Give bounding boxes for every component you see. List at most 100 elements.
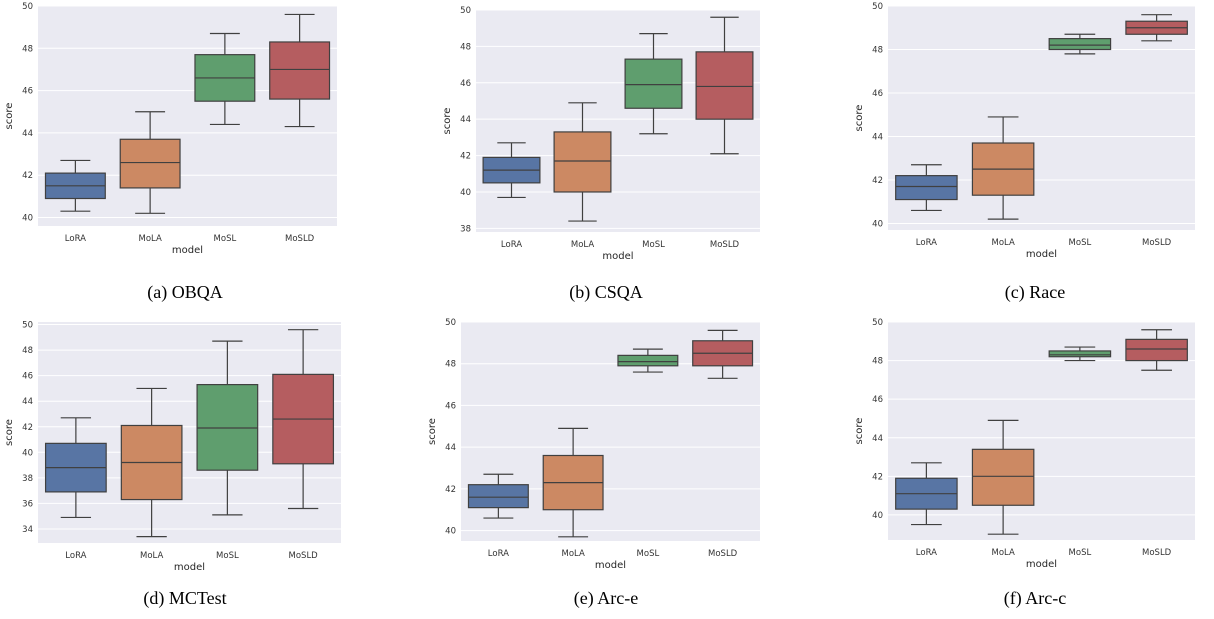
y-tick-label: 40 [460,188,471,198]
iqr-box [624,58,683,109]
subfigure-caption: (e) Arc-e [574,588,638,609]
y-tick-label: 44 [460,115,471,125]
y-tick-label: 46 [22,372,33,382]
iqr-box [269,41,331,100]
iqr-box [467,484,529,509]
box-mola [553,102,612,222]
y-tick-label: 42 [460,152,471,162]
y-tick-label: 48 [872,357,883,367]
y-tick-label: 50 [872,318,883,328]
x-tick-label: MoSL [1069,548,1092,558]
y-tick-label: 38 [22,474,33,484]
x-tick-label: MoSLD [1142,548,1172,558]
y-tick-label: 40 [22,448,33,458]
y-axis-label: score [854,418,865,445]
x-tick-label: MoLA [138,234,161,244]
y-tick-label: 40 [445,527,456,537]
x-axis-label: model [602,251,633,262]
y-tick-label: 46 [445,401,456,411]
x-tick-label: MoLA [991,548,1014,558]
y-tick-label: 50 [872,2,883,12]
iqr-box [617,354,679,367]
panel-1: 40 42 44 46 48 50 LoRA MoLA MoSL MoSLD model score (… [4,2,337,303]
x-tick-label: MoSL [1069,238,1092,248]
box-mosld [1125,14,1188,42]
x-tick-label: MoLA [571,240,594,250]
y-tick-label: 44 [445,443,456,453]
box-lora [482,142,541,199]
iqr-box [1048,350,1112,358]
x-tick-label: MoSLD [289,551,319,561]
x-tick-label: MoLA [140,551,163,561]
box-mosld [692,329,754,379]
x-tick-label: MoSL [642,240,665,250]
x-axis-label: model [174,562,205,573]
panel-3: 40 42 44 46 48 50 LoRA MoLA MoSL MoSLD model score (… [854,2,1195,303]
iqr-box [196,383,259,471]
x-tick-label: LoRA [501,240,522,250]
box-mosl [194,32,256,126]
box-mosl [196,340,259,516]
box-lora [895,462,958,526]
panel-4: 34 36 38 40 42 44 46 48 50 LoRA MoLA MoSL MoSLD model… [4,321,341,609]
y-tick-label: 42 [22,423,33,433]
box-lora [44,159,106,212]
subfigure-caption: (c) Race [1005,282,1065,303]
x-tick-label: MoSLD [710,240,740,250]
box-mosld [272,329,335,510]
iqr-box [695,51,754,120]
subfigure-caption: (f) Arc-c [1004,588,1066,609]
box-mola [120,387,183,538]
subfigure-caption: (b) CSQA [569,282,643,303]
iqr-box [553,131,612,193]
y-tick-label: 46 [460,79,471,89]
y-tick-label: 42 [872,472,883,482]
box-lora [895,164,958,212]
y-tick-label: 40 [872,219,883,229]
y-axis-label: score [854,105,865,132]
y-axis-label: score [442,108,453,135]
subfigure-caption: (a) OBQA [147,282,222,303]
box-mosld [269,13,331,128]
y-tick-label: 48 [460,42,471,52]
x-tick-label: MoSL [216,551,239,561]
box-lora [44,417,107,519]
y-tick-label: 50 [22,321,33,331]
y-tick-label: 48 [445,360,456,370]
iqr-box [1048,38,1112,51]
y-tick-label: 34 [22,525,33,535]
box-mola [971,116,1035,220]
y-tick-label: 42 [872,176,883,186]
x-tick-label: LoRA [916,238,937,248]
y-tick-label: 38 [460,224,471,234]
box-mola [119,111,181,214]
y-axis-label: score [427,418,438,445]
x-tick-label: MoLA [561,549,584,559]
box-mola [542,427,604,538]
x-tick-label: LoRA [488,549,509,559]
x-tick-label: LoRA [65,551,86,561]
x-axis-label: model [595,560,626,571]
box-mosld [695,16,754,155]
box-mosl [617,348,679,373]
x-tick-label: LoRA [916,548,937,558]
iqr-box [895,175,958,201]
x-tick-label: LoRA [65,234,86,244]
y-axis-label: score [4,419,15,446]
x-axis-label: model [172,245,203,256]
x-tick-label: MoSL [214,234,237,244]
y-tick-label: 46 [872,89,883,99]
x-tick-label: MoLA [991,238,1014,248]
x-tick-label: MoSLD [285,234,315,244]
box-mosl [1048,346,1112,362]
y-tick-label: 42 [22,171,33,181]
x-axis-label: model [1026,559,1057,570]
y-tick-label: 50 [445,318,456,328]
box-mosld [1125,329,1188,371]
box-lora [467,473,529,519]
iqr-box [119,138,181,189]
y-tick-label: 50 [22,2,33,12]
y-tick-label: 44 [22,129,33,139]
subfigure-caption: (d) MCTest [143,588,226,609]
box-mosl [1048,33,1112,55]
